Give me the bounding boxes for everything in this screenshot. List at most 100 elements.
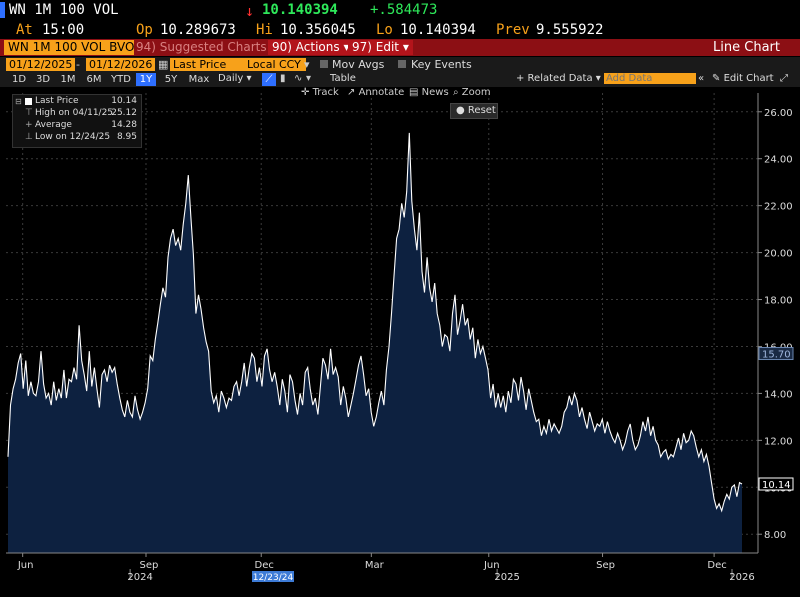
- edit-label: 97) Edit: [352, 40, 400, 54]
- legend-last-swatch: [25, 98, 32, 105]
- x-tick-label: Sep: [140, 560, 159, 571]
- x-axis: Jun Sep Dec Mar Jun Sep Dec 2024 2025 2026 12/23/2…: [6, 552, 758, 583]
- reset-button[interactable]: ● Reset: [450, 103, 498, 119]
- year-label: 2026: [729, 572, 754, 583]
- chevron-down-icon[interactable]: ▾: [304, 58, 310, 71]
- legend-low-row: ⊥ Low on 12/24/25 8.95: [23, 132, 137, 143]
- frequency-selector[interactable]: Daily ▾: [218, 73, 252, 84]
- x-tick-label: Jun: [17, 560, 34, 571]
- range-button-5y[interactable]: 5Y: [164, 74, 178, 85]
- prev-label: Prev: [496, 22, 530, 38]
- quote-header: WN 1M 100 VOL ↓ 10.140394 +.584473: [0, 0, 800, 22]
- low-label: Lo: [376, 22, 393, 38]
- cursor-date-label: 12/23/24: [253, 573, 294, 583]
- annotate-tool[interactable]: ↗ Annotate: [347, 87, 404, 98]
- chart-area: [7, 132, 743, 553]
- ticker-title: WN 1M 100 VOL: [9, 2, 119, 18]
- chevron-down-icon: ▾: [246, 73, 252, 84]
- actions-label: 90) Actions: [272, 40, 340, 54]
- range-button-1y[interactable]: 1Y: [136, 73, 156, 86]
- y-tick-label: 8.00: [764, 530, 786, 541]
- chart-legend[interactable]: ⊟ Last Price 10.14 ⊤ High on 04/11/25 25…: [12, 94, 142, 148]
- reset-label: Reset: [467, 105, 496, 116]
- actions-menu[interactable]: 90) Actions ▾: [268, 40, 354, 55]
- prev-value: 9.555922: [536, 22, 604, 38]
- pencil-icon: ✎: [712, 73, 721, 84]
- field-selector[interactable]: Last Price: [170, 58, 244, 71]
- zoom-tool[interactable]: ⌕ Zoom: [453, 87, 491, 98]
- legend-avg-value: 14.28: [111, 120, 137, 130]
- suggested-charts-button[interactable]: 94) Suggested Charts: [136, 40, 267, 54]
- chevron-down-icon: ▾: [595, 73, 601, 84]
- range-button-max[interactable]: Max: [188, 74, 210, 85]
- y-tick-label: 14.00: [764, 389, 793, 400]
- y-tick-label: 12.00: [764, 436, 793, 447]
- legend-low-label: Low on 12/24/25: [35, 132, 111, 142]
- mov-avgs-label: Mov Avgs: [332, 58, 385, 71]
- y-tick-label: 24.00: [764, 155, 793, 166]
- zoom-label: Zoom: [461, 87, 491, 98]
- legend-high-label: High on 04/11/25: [35, 108, 114, 118]
- range-button-1m[interactable]: 1M: [60, 74, 76, 85]
- chart-type-icon[interactable]: ∿: [294, 73, 303, 84]
- high-value: 10.356045: [280, 22, 356, 38]
- line-chart-icon[interactable]: ⟋: [262, 73, 276, 86]
- edit-chart-label: Edit Chart: [723, 73, 774, 84]
- add-data-input[interactable]: [604, 73, 696, 84]
- table-button[interactable]: Table: [330, 73, 356, 84]
- y-tick-label: 20.00: [764, 249, 793, 260]
- calendar-icon[interactable]: ▦: [158, 58, 169, 71]
- at-label: At: [16, 22, 33, 38]
- news-tool[interactable]: ▤ News: [409, 87, 449, 98]
- collapse-icon[interactable]: «: [698, 73, 705, 84]
- legend-high-row: ⊤ High on 04/11/25 25.12: [23, 108, 137, 119]
- value-tag-label: 10.14: [762, 480, 791, 491]
- y-tick-label: 18.00: [764, 296, 793, 307]
- news-icon: ▤: [409, 87, 419, 98]
- related-data-button[interactable]: + Related Data ▾: [516, 73, 601, 84]
- open-label: Op: [136, 22, 153, 38]
- x-tick-label: Jun: [483, 560, 500, 571]
- news-label: News: [421, 87, 449, 98]
- range-button-3d[interactable]: 3D: [35, 74, 51, 85]
- chevron-down-icon: ▾: [402, 40, 409, 54]
- security-marker: [0, 2, 5, 18]
- net-change-value: +.584473: [370, 2, 438, 18]
- track-tool[interactable]: ✛ Track: [301, 87, 339, 98]
- currency-selector[interactable]: Local CCY: [244, 58, 306, 71]
- related-data-label: + Related Data: [516, 73, 593, 84]
- high-marker-icon: ⊤: [25, 108, 33, 118]
- legend-avg-row: + Average 14.28: [23, 120, 137, 131]
- last-price-value: 10.140394: [262, 2, 338, 18]
- zoom-icon: ⌕: [453, 87, 459, 98]
- security-field[interactable]: WN 1M 100 VOL BVOL: [4, 40, 134, 55]
- range-button-6m[interactable]: 6M: [86, 74, 102, 85]
- edit-menu[interactable]: 97) Edit ▾: [348, 40, 413, 55]
- bar-chart-icon[interactable]: ▮: [280, 73, 286, 84]
- key-events-label: Key Events: [411, 58, 472, 71]
- open-value: 10.289673: [160, 22, 236, 38]
- view-title: Line Chart: [713, 40, 780, 55]
- chevron-down-icon[interactable]: ▾: [306, 73, 312, 84]
- key-events-checkbox[interactable]: [398, 60, 406, 68]
- high-label: Hi: [256, 22, 273, 38]
- range-button-1d[interactable]: 1D: [11, 74, 27, 85]
- mov-avgs-checkbox[interactable]: [320, 60, 328, 68]
- edit-chart-button[interactable]: ✎ Edit Chart: [712, 73, 774, 84]
- cursor-date-box: [252, 571, 294, 582]
- end-date-field[interactable]: 01/12/2026: [86, 58, 156, 71]
- menu-bar: WN 1M 100 VOL BVOL 94) Suggested Charts …: [0, 39, 800, 56]
- chevron-down-icon: ▾: [343, 40, 350, 54]
- value-tag-box: [758, 347, 794, 361]
- controls-row: 01/12/2025 - 01/12/2026 ▦ Last Price Loc…: [0, 57, 800, 72]
- value-tags: 15.70 10.14: [758, 347, 794, 491]
- price-chart[interactable]: 8.0010.0012.0014.0016.0018.0020.0022.002…: [0, 87, 800, 597]
- start-date-field[interactable]: 01/12/2025: [6, 58, 76, 71]
- expand-icon[interactable]: ⤢: [780, 73, 788, 84]
- legend-collapse-icon[interactable]: ⊟: [15, 97, 22, 106]
- legend-last-value: 10.14: [111, 96, 137, 106]
- at-time: 15:00: [42, 22, 85, 38]
- quote-details: At 15:00 Op 10.289673 Hi 10.356045 Lo 10…: [0, 21, 800, 39]
- legend-last-label: Last Price: [35, 96, 79, 106]
- range-button-ytd[interactable]: YTD: [111, 74, 131, 85]
